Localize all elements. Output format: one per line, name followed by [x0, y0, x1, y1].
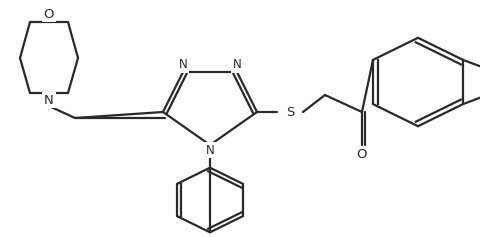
Text: N: N	[178, 59, 187, 72]
Text: N: N	[232, 59, 241, 72]
Text: O: O	[356, 149, 367, 161]
Text: O: O	[44, 8, 54, 20]
Text: N: N	[44, 94, 54, 106]
Text: S: S	[285, 105, 294, 118]
Text: N: N	[205, 143, 214, 156]
